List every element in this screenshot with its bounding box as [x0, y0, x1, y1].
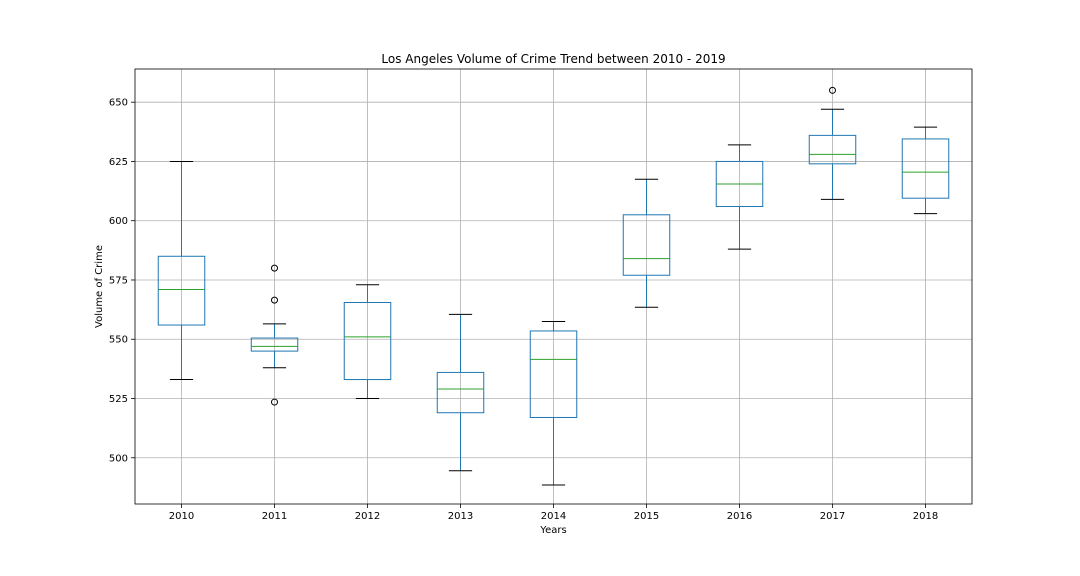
iqr-box	[622, 214, 671, 276]
outlier-point	[271, 264, 278, 272]
x-tick-label: 2010	[169, 511, 194, 522]
x-axis-label: Years	[539, 525, 566, 536]
y-axis-label: Volume of Crime	[94, 245, 105, 328]
x-tick-label: 2012	[355, 511, 380, 522]
box-2014	[529, 320, 578, 486]
y-tick-label: 650	[109, 98, 128, 109]
box-2015	[622, 178, 671, 308]
y-tick-label: 500	[109, 453, 128, 464]
box-2013	[436, 313, 485, 472]
x-tick-label: 2014	[541, 511, 566, 522]
outlier-point	[271, 398, 278, 406]
y-tick-label: 625	[109, 157, 128, 168]
x-tick-label: 2017	[820, 511, 845, 522]
iqr-box	[901, 138, 950, 199]
y-tick-label: 600	[109, 216, 128, 227]
x-tick-label: 2016	[727, 511, 752, 522]
box-2018	[901, 126, 950, 215]
iqr-box	[808, 134, 857, 165]
tick-layer: 500 525 550 575 600 625 650 2010 2011 2012 2013 201…	[109, 98, 938, 522]
box-2010	[157, 160, 206, 381]
x-tick-label: 2015	[634, 511, 659, 522]
box-2017	[808, 86, 857, 200]
box-2011	[250, 264, 299, 406]
iqr-box	[436, 371, 485, 414]
box-2016	[715, 144, 764, 250]
iqr-box	[157, 255, 206, 326]
box-2012	[343, 284, 392, 400]
chart-title: Los Angeles Volume of Crime Trend betwee…	[381, 52, 725, 66]
iqr-box	[250, 337, 299, 352]
iqr-box	[529, 330, 578, 418]
y-tick-label: 550	[109, 335, 128, 346]
box-layer	[157, 86, 950, 486]
x-tick-label: 2013	[448, 511, 473, 522]
x-tick-label: 2011	[262, 511, 287, 522]
iqr-box	[343, 302, 392, 381]
outlier-point	[829, 86, 836, 94]
y-tick-label: 575	[109, 275, 128, 286]
y-tick-label: 525	[109, 394, 128, 405]
x-tick-label: 2018	[913, 511, 938, 522]
outlier-point	[271, 296, 278, 304]
